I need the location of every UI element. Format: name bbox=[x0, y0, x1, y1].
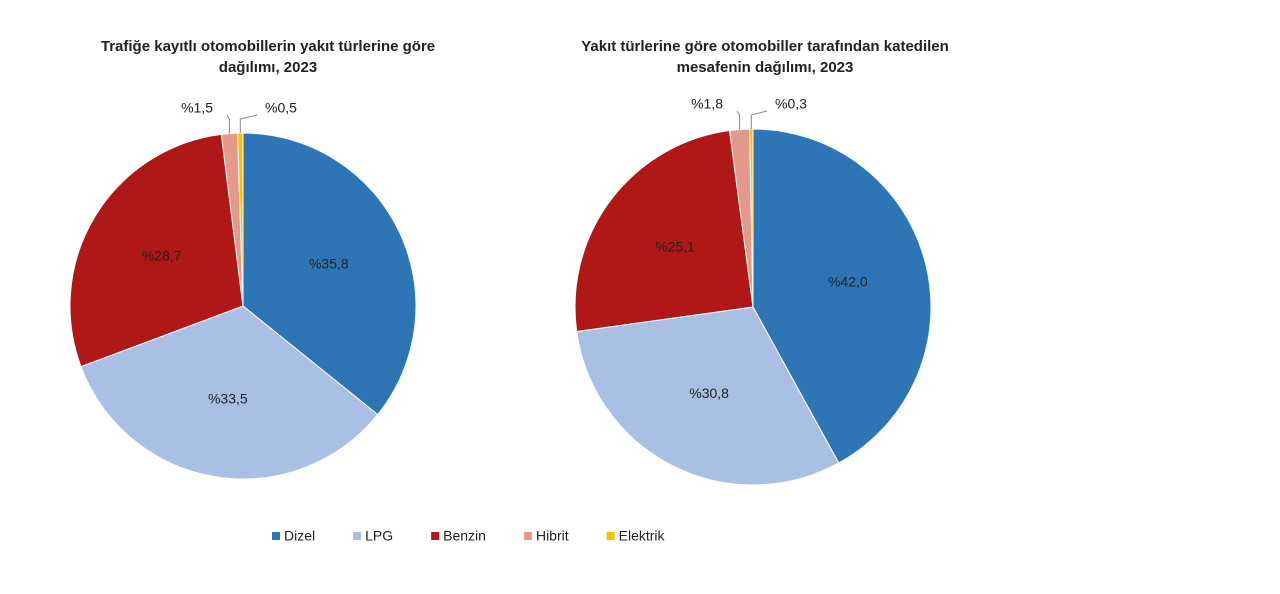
data-label: %0,5 bbox=[265, 100, 297, 116]
legend-label: Elektrik bbox=[619, 528, 666, 544]
leader-line bbox=[750, 110, 768, 130]
chart-title: Trafiğe kayıtlı otomobillerin yakıt türl… bbox=[101, 38, 435, 55]
pie-slice bbox=[576, 306, 840, 486]
legend-marker bbox=[606, 532, 615, 540]
legend-label: LPG bbox=[365, 528, 393, 544]
leader-line bbox=[736, 110, 741, 130]
pie-slice bbox=[752, 128, 932, 464]
legend-label: Hibrit bbox=[536, 528, 569, 544]
legend-marker bbox=[353, 532, 362, 540]
legend-marker bbox=[523, 532, 532, 540]
legend-label: Benzin bbox=[443, 528, 486, 544]
chart-title: Yakıt türlerine göre otomobiller tarafın… bbox=[581, 38, 949, 55]
pie-slice bbox=[574, 129, 754, 333]
data-label: %0,3 bbox=[775, 96, 807, 112]
pie-slice bbox=[749, 128, 754, 308]
legend-marker bbox=[272, 532, 280, 540]
data-label: %25,1 bbox=[655, 238, 695, 254]
data-label: %30,8 bbox=[689, 385, 729, 401]
legend-marker bbox=[431, 532, 440, 540]
pie-slice bbox=[80, 305, 379, 480]
chart-title: mesafenin dağılımı, 2023 bbox=[677, 59, 854, 76]
data-label: %28,7 bbox=[142, 247, 182, 263]
chart-title: dağılımı, 2023 bbox=[219, 59, 317, 76]
leader-line bbox=[239, 114, 258, 134]
legend-label: Dizel bbox=[284, 528, 315, 544]
data-label: %35,8 bbox=[309, 256, 349, 272]
pie-slice bbox=[242, 132, 417, 416]
data-label: %1,5 bbox=[181, 100, 213, 116]
data-label: %1,8 bbox=[691, 96, 723, 112]
leader-line bbox=[226, 114, 230, 134]
data-label: %42,0 bbox=[828, 273, 868, 289]
pie-slice bbox=[69, 133, 244, 368]
data-label: %33,5 bbox=[208, 391, 248, 407]
